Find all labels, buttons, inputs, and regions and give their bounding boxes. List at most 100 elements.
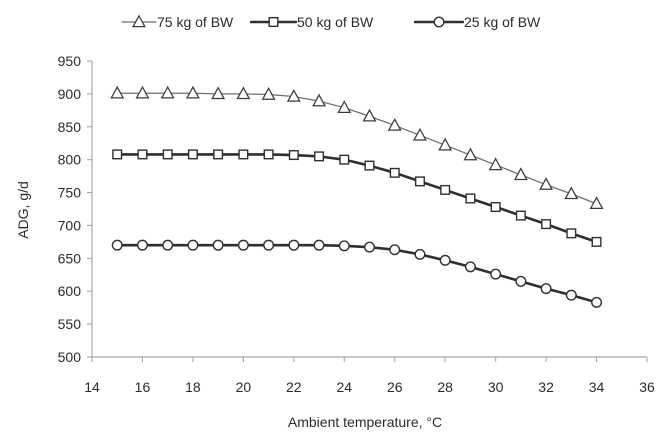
data-point-25-kg-of-bw-27: [414, 248, 426, 260]
legend-item-25-kg-of-bw: 25 kg of BW: [413, 14, 541, 30]
y-axis-title: ADG, g/d: [15, 181, 31, 239]
data-point-25-kg-of-bw-28: [439, 254, 451, 266]
data-point-50-kg-of-bw-19: [213, 149, 224, 160]
data-point-75-kg-of-bw-27: [413, 127, 427, 141]
data-point-75-kg-of-bw-21: [261, 87, 276, 100]
data-point-75-kg-of-bw-33: [564, 186, 579, 200]
data-point-25-kg-of-bw-33: [565, 289, 577, 301]
data-point-50-kg-of-bw-31: [515, 210, 526, 221]
data-point-25-kg-of-bw-24: [338, 240, 350, 252]
data-point-75-kg-of-bw-18: [185, 85, 200, 99]
data-point-25-kg-of-bw-32: [540, 283, 552, 295]
data-point-75-kg-of-bw-22: [286, 89, 301, 102]
data-point-75-kg-of-bw-29: [463, 147, 478, 161]
data-point-75-kg-of-bw-26: [387, 117, 402, 131]
x-tick-label: 22: [286, 379, 302, 395]
data-point-25-kg-of-bw-25: [364, 241, 376, 253]
x-tick-label: 32: [538, 379, 554, 395]
y-tick-label: 500: [58, 349, 82, 365]
data-point-75-kg-of-bw-15: [110, 85, 125, 99]
x-tick-label: 18: [185, 379, 201, 395]
data-point-50-kg-of-bw-16: [137, 149, 148, 160]
data-point-25-kg-of-bw-15: [111, 239, 123, 251]
x-tick-label: 16: [135, 379, 151, 395]
data-point-25-kg-of-bw-19: [212, 239, 224, 251]
y-tick-label: 950: [58, 53, 82, 69]
data-point-75-kg-of-bw-23: [312, 93, 326, 107]
data-point-25-kg-of-bw-21: [263, 239, 275, 251]
data-point-50-kg-of-bw-34: [591, 236, 602, 247]
data-point-50-kg-of-bw-18: [187, 149, 198, 160]
data-point-25-kg-of-bw-22: [288, 239, 300, 251]
data-point-75-kg-of-bw-24: [337, 100, 352, 113]
x-tick-label: 30: [488, 379, 504, 395]
data-point-50-kg-of-bw-21: [263, 149, 274, 160]
legend: 75 kg of BW 50 kg of BW 25 kg of BW: [121, 14, 541, 30]
data-point-50-kg-of-bw-30: [490, 202, 501, 213]
data-point-50-kg-of-bw-26: [389, 167, 400, 178]
y-tick-label: 800: [58, 152, 82, 168]
data-point-75-kg-of-bw-28: [438, 137, 453, 151]
legend-label-75-kg-of-bw: 75 kg of BW: [157, 14, 234, 30]
x-tick-label: 20: [236, 379, 252, 395]
data-point-75-kg-of-bw-25: [362, 108, 377, 122]
data-point-25-kg-of-bw-20: [237, 239, 249, 251]
data-point-50-kg-of-bw-27: [414, 176, 425, 187]
data-point-50-kg-of-bw-28: [440, 184, 451, 195]
data-point-50-kg-of-bw-15: [112, 149, 123, 160]
x-tick-label: 36: [639, 379, 655, 395]
x-tick-label: 28: [437, 379, 453, 395]
data-point-50-kg-of-bw-17: [162, 149, 173, 160]
legend-label-50-kg-of-bw: 50 kg of BW: [297, 14, 374, 30]
data-point-50-kg-of-bw-25: [364, 160, 375, 171]
series-50-kg-of-bw: [112, 149, 602, 247]
series-line-25-kg-of-bw: [115, 243, 598, 304]
y-tick-label: 900: [58, 86, 82, 102]
y-tick-label: 700: [58, 217, 82, 233]
chart-series: [110, 85, 604, 308]
data-point-25-kg-of-bw-23: [313, 239, 325, 251]
data-point-75-kg-of-bw-17: [160, 85, 175, 99]
legend-item-75-kg-of-bw: 75 kg of BW: [121, 14, 234, 30]
y-tick-label: 650: [58, 250, 82, 266]
data-point-50-kg-of-bw-32: [541, 219, 552, 230]
legend-label-25-kg-of-bw: 25 kg of BW: [464, 14, 541, 30]
x-tick-label: 24: [336, 379, 352, 395]
data-point-50-kg-of-bw-29: [465, 193, 476, 204]
legend-item-50-kg-of-bw: 50 kg of BW: [249, 14, 374, 30]
y-tick-label: 600: [58, 283, 82, 299]
y-tick-label: 850: [58, 119, 82, 135]
x-tick-label: 14: [84, 379, 100, 395]
x-axis-title: Ambient temperature, °C: [288, 414, 442, 430]
data-point-75-kg-of-bw-31: [513, 167, 528, 181]
chart-axes: 14 16 18 20 22 24 26 28 30 32 34 36 500 550 600 650 700 7…: [58, 53, 655, 395]
data-point-50-kg-of-bw-24: [339, 154, 350, 165]
data-point-25-kg-of-bw-16: [136, 239, 148, 251]
data-point-50-kg-of-bw-33: [566, 228, 577, 239]
series-75-kg-of-bw: [110, 85, 604, 210]
legend-marker-50-kg-of-bw: [268, 17, 279, 28]
data-point-75-kg-of-bw-34: [589, 196, 604, 210]
data-point-25-kg-of-bw-26: [389, 244, 401, 256]
data-point-75-kg-of-bw-19: [211, 86, 226, 100]
data-point-50-kg-of-bw-23: [314, 151, 325, 162]
y-tick-label: 550: [58, 316, 82, 332]
data-point-75-kg-of-bw-30: [488, 157, 503, 171]
series-25-kg-of-bw: [111, 239, 603, 308]
data-point-75-kg-of-bw-16: [135, 85, 150, 99]
y-tick-label: 750: [58, 185, 82, 201]
x-tick-label: 34: [589, 379, 605, 395]
data-point-50-kg-of-bw-20: [238, 149, 249, 160]
data-point-75-kg-of-bw-32: [539, 177, 554, 190]
data-point-25-kg-of-bw-30: [490, 268, 502, 280]
data-point-25-kg-of-bw-29: [464, 261, 476, 273]
data-point-25-kg-of-bw-31: [515, 275, 527, 287]
legend-marker-25-kg-of-bw: [433, 16, 445, 28]
data-point-50-kg-of-bw-22: [288, 150, 299, 161]
series-line-75-kg-of-bw: [116, 92, 598, 205]
data-point-25-kg-of-bw-17: [162, 239, 174, 251]
data-point-75-kg-of-bw-20: [236, 86, 251, 100]
data-point-25-kg-of-bw-18: [187, 239, 199, 251]
